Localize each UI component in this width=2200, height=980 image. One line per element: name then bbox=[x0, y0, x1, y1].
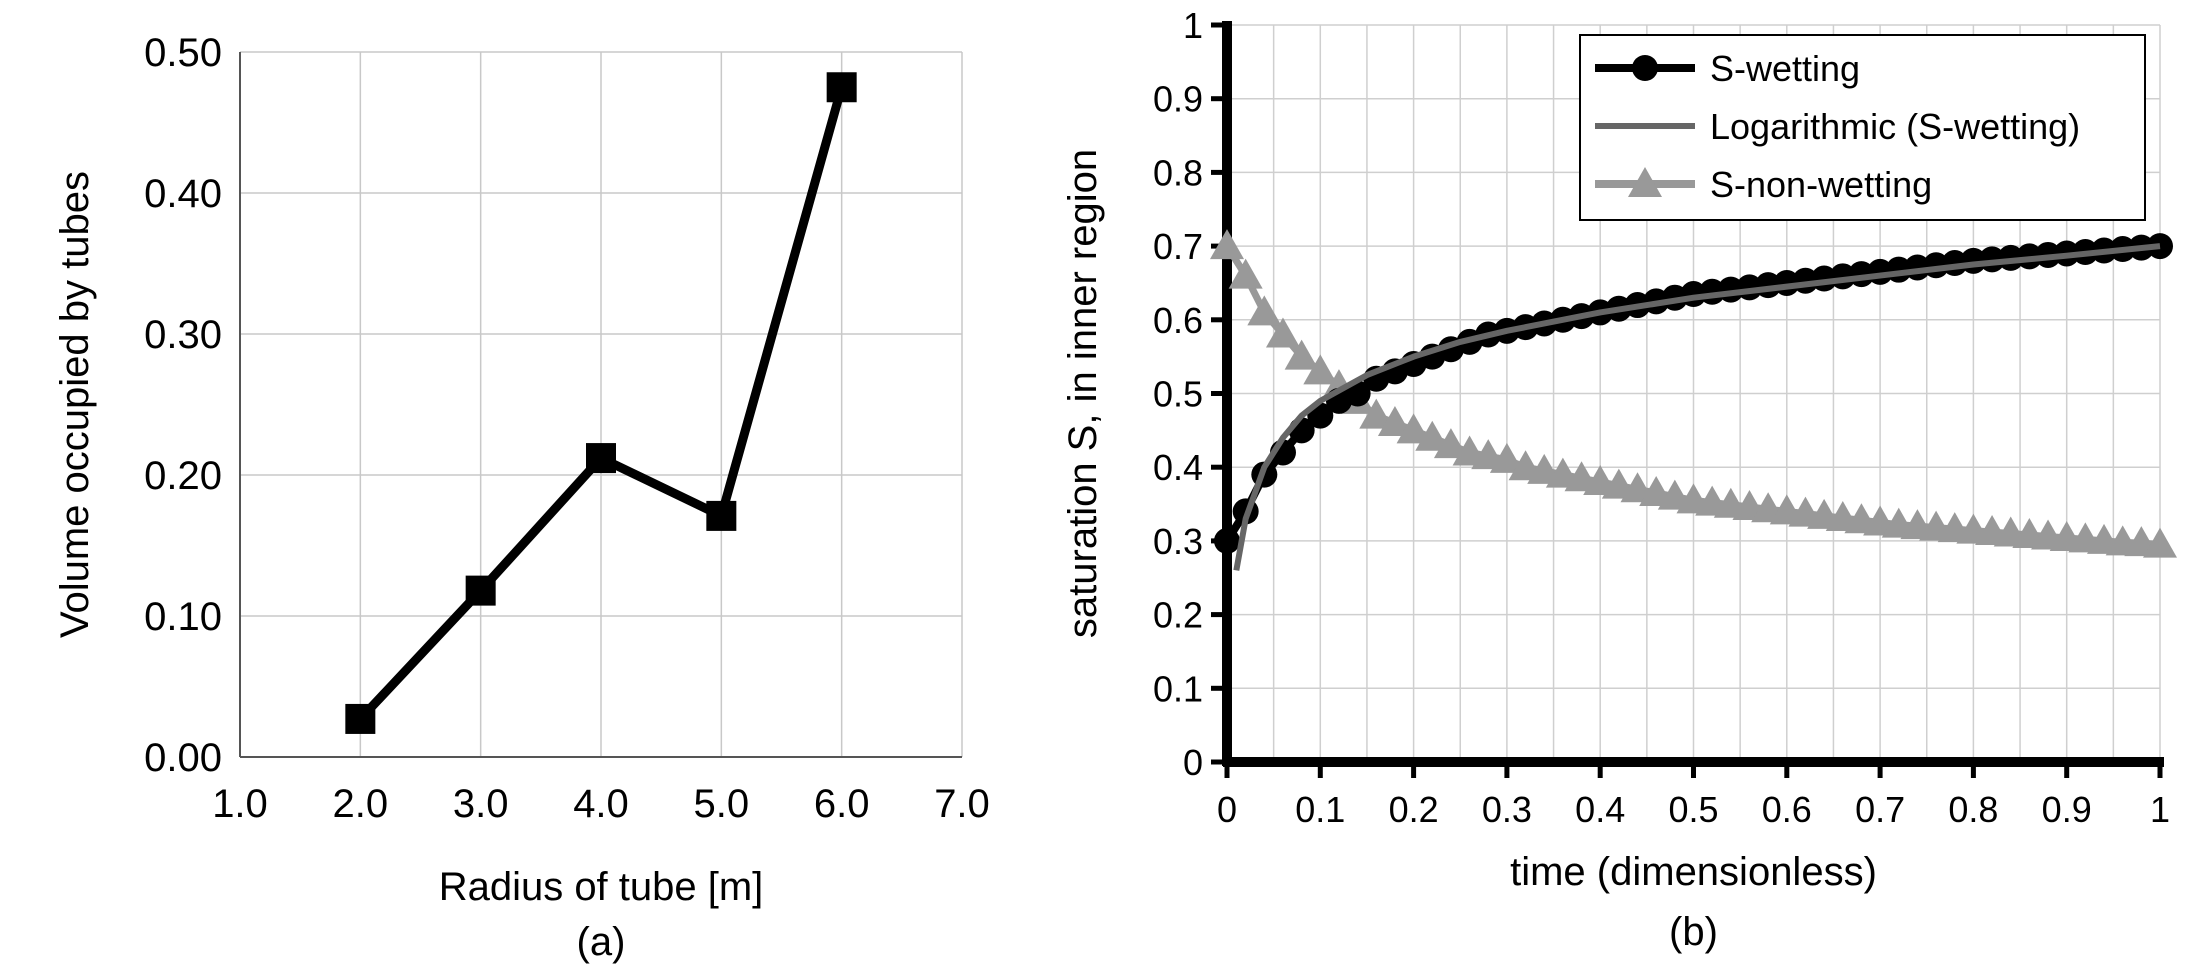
legend-label: S-wetting bbox=[1710, 48, 1860, 89]
marker-s-non-wetting bbox=[1359, 398, 1394, 429]
x-axis-title: time (dimensionless) bbox=[1510, 850, 1877, 894]
legend-label: S-non-wetting bbox=[1710, 164, 1932, 205]
marker-s-non-wetting bbox=[1377, 405, 1412, 436]
y-tick-label: 0 bbox=[1183, 742, 1203, 783]
y-axis-title: Volume occupied by tubes bbox=[53, 171, 97, 638]
x-tick-label: 0.7 bbox=[1855, 789, 1905, 830]
marker-s-non-wetting bbox=[1396, 413, 1431, 444]
y-axis-title: saturation S, in inner region bbox=[1061, 149, 1105, 638]
y-tick-label: 0.00 bbox=[144, 736, 222, 780]
x-tick-label: 4.0 bbox=[573, 782, 629, 826]
marker-s-non-wetting bbox=[1228, 258, 1263, 289]
x-tick-label: 0.2 bbox=[1389, 789, 1439, 830]
data-point-marker bbox=[586, 443, 616, 474]
y-tick-label: 0.30 bbox=[144, 313, 222, 357]
marker-s-non-wetting bbox=[1284, 339, 1319, 370]
marker-s-non-wetting bbox=[2143, 527, 2177, 558]
marker-s-non-wetting bbox=[1433, 428, 1468, 459]
x-tick-label: 0.8 bbox=[1948, 789, 1998, 830]
legend-label: Logarithmic (S-wetting) bbox=[1710, 106, 2080, 147]
y-tick-label: 0.6 bbox=[1153, 300, 1203, 341]
chart-panel-a: 1.0 2.0 3.0 4.0 5.0 6.0 7.0 0.00 0.10 0.20 0.30 0.4… bbox=[53, 31, 990, 964]
y-tick-label: 1 bbox=[1183, 5, 1203, 46]
chart-panel-b: 0 0.1 0.2 0.3 0.4 0.5 0.6 0.7 0.8 0.9 1 0 0.1 0.2 0.3 0… bbox=[1061, 5, 2177, 954]
data-point-marker bbox=[826, 72, 857, 103]
x-tick-label: 0.4 bbox=[1575, 789, 1625, 830]
y-tick-label: 0.2 bbox=[1153, 595, 1203, 636]
legend-marker-circle bbox=[1632, 55, 1658, 81]
data-point-marker bbox=[345, 703, 376, 734]
x-tick-label: 0 bbox=[1217, 789, 1237, 830]
x-tick-label: 0.9 bbox=[2042, 789, 2092, 830]
legend-marker-triangle bbox=[1628, 167, 1662, 197]
marker-s-non-wetting bbox=[1415, 420, 1450, 451]
data-point-marker bbox=[465, 575, 496, 606]
y-tick-label: 0.4 bbox=[1153, 447, 1203, 488]
y-tick-label: 0.20 bbox=[144, 454, 222, 498]
y-tick-label: 0.3 bbox=[1153, 521, 1203, 562]
x-tick-label: 0.3 bbox=[1482, 789, 1532, 830]
x-tick-label: 2.0 bbox=[333, 782, 389, 826]
marker-s-non-wetting bbox=[1303, 354, 1338, 385]
series-line-logarithmic bbox=[1233, 243, 2161, 571]
y-tick-label: 0.10 bbox=[144, 595, 222, 639]
marker-s-non-wetting bbox=[1247, 295, 1282, 326]
marker-s-non-wetting bbox=[1210, 229, 1244, 260]
marker-s-non-wetting bbox=[1489, 442, 1524, 473]
x-tick-label: 7.0 bbox=[934, 782, 990, 826]
x-tick-label: 0.6 bbox=[1762, 789, 1812, 830]
y-tick-label: 0.40 bbox=[144, 172, 222, 216]
y-tick-label: 0.9 bbox=[1153, 79, 1203, 120]
x-tick-label: 0.5 bbox=[1668, 789, 1718, 830]
panel-label: (b) bbox=[1669, 910, 1718, 954]
x-tick-label: 0.1 bbox=[1295, 789, 1345, 830]
x-tick-label: 1.0 bbox=[212, 782, 268, 826]
y-tick-label: 0.5 bbox=[1153, 374, 1203, 415]
x-tick-label: 3.0 bbox=[453, 782, 509, 826]
y-tick-label: 0.7 bbox=[1153, 226, 1203, 267]
panel-label: (a) bbox=[577, 920, 626, 964]
x-tick-label: 1 bbox=[2150, 789, 2170, 830]
y-tick-label: 0.50 bbox=[144, 31, 222, 75]
marker-s-wetting bbox=[1214, 527, 1240, 554]
marker-s-non-wetting bbox=[1265, 317, 1300, 348]
y-tick-label: 0.1 bbox=[1153, 668, 1203, 709]
y-tick-label: 0.8 bbox=[1153, 152, 1203, 193]
data-point-marker bbox=[706, 500, 737, 531]
x-tick-label: 5.0 bbox=[694, 782, 750, 826]
x-axis-title: Radius of tube [m] bbox=[439, 865, 764, 909]
x-tick-label: 6.0 bbox=[814, 782, 870, 826]
